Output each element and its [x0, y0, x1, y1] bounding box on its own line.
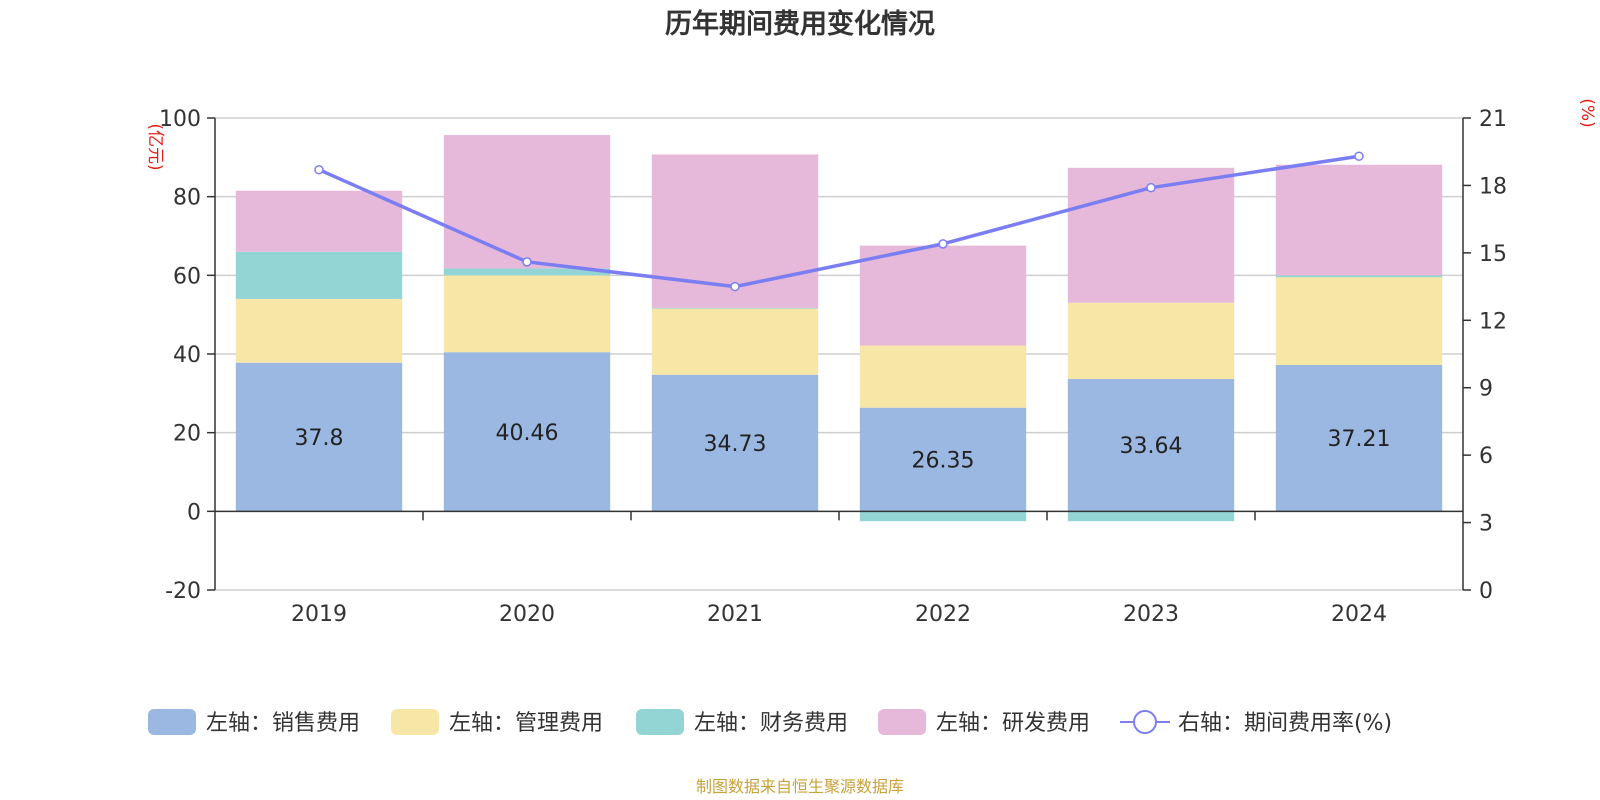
right-tick-label: 15 — [1479, 242, 1507, 267]
right-tick-label: 21 — [1479, 107, 1507, 132]
line-path — [318, 154, 1360, 289]
line-point — [314, 164, 324, 175]
bar-segment — [1275, 275, 1443, 278]
bar-segment — [443, 275, 611, 353]
x-tick-label: 2024 — [1331, 602, 1387, 627]
left-tick-label: 80 — [173, 186, 201, 211]
bar-segment — [859, 511, 1027, 522]
legend-swatch — [391, 709, 439, 735]
line-point — [522, 257, 532, 267]
bar-segment — [859, 345, 1027, 408]
bar-segment — [1067, 511, 1235, 522]
bar-segment — [651, 307, 819, 309]
bar-segment — [235, 251, 403, 299]
line-series — [314, 151, 1364, 292]
data-label: 37.21 — [1328, 427, 1391, 452]
left-tick-label: 20 — [173, 422, 201, 447]
right-axis-unit: (%) — [1577, 98, 1597, 127]
grid — [215, 117, 1463, 591]
bar-segment — [1067, 379, 1235, 512]
right-tick-label: 18 — [1479, 174, 1507, 199]
bar-segment — [235, 190, 403, 252]
right-tick-label: 0 — [1479, 579, 1493, 604]
bar-segment — [1275, 277, 1443, 365]
legend-label: 左轴：财务费用 — [694, 711, 848, 736]
data-labels: 37.8 40.46 34.73 26.35 33.64 37.21 — [295, 421, 1391, 474]
bar-segment — [1275, 364, 1443, 512]
left-tick-label: 100 — [159, 107, 201, 132]
bar-segment — [651, 374, 819, 512]
bar-segment — [235, 362, 403, 512]
bar-segment — [1067, 302, 1235, 380]
legend-label: 左轴：管理费用 — [449, 711, 603, 736]
data-label: 37.8 — [295, 426, 344, 451]
bar-segment — [859, 407, 1027, 512]
bar-segment — [443, 135, 611, 269]
left-tick-label: 0 — [187, 500, 201, 525]
x-tick-label: 2020 — [499, 602, 555, 627]
x-tick-label: 2023 — [1123, 602, 1179, 627]
left-tick-label: -20 — [165, 579, 201, 604]
right-tick-label: 12 — [1479, 309, 1507, 334]
left-tick-label: 40 — [173, 343, 201, 368]
legend-marker — [1133, 710, 1157, 734]
right-tick-label: 3 — [1479, 512, 1493, 537]
line-point — [1354, 151, 1364, 161]
x-tick-label: 2022 — [915, 602, 971, 627]
bar-segment — [859, 245, 1027, 346]
data-label: 34.73 — [704, 432, 767, 457]
bar-segment — [651, 308, 819, 375]
axes: 100 80 60 40 20 0 -20 21 18 15 12 9 6 3 0 2019 2020 2021 2… — [159, 107, 1507, 627]
right-tick-label: 9 — [1479, 377, 1493, 402]
line-point — [730, 281, 740, 292]
data-label: 26.35 — [912, 449, 975, 474]
legend-swatch — [636, 709, 684, 735]
left-axis-unit: (亿元) — [145, 123, 165, 170]
bar-segment — [443, 352, 611, 512]
chart-title: 历年期间费用变化情况 — [665, 8, 935, 40]
legend-swatch — [148, 709, 196, 735]
bar-segment — [1275, 164, 1443, 276]
legend-label: 右轴：期间费用率(%) — [1178, 711, 1392, 736]
left-tick-label: 60 — [173, 264, 201, 289]
legend-label: 左轴：研发费用 — [936, 711, 1090, 736]
legend: 左轴：销售费用 左轴：管理费用 左轴：财务费用 左轴：研发费用 右轴：期间费用率(%) — [148, 709, 1392, 736]
legend-label: 左轴：销售费用 — [206, 711, 360, 736]
legend-swatch — [878, 709, 926, 735]
bar-segment — [235, 298, 403, 363]
source-note: 制图数据来自恒生聚源数据库 — [696, 777, 904, 796]
x-tick-label: 2021 — [707, 602, 763, 627]
line-point — [1146, 182, 1156, 193]
line-point — [938, 239, 948, 249]
data-label: 40.46 — [496, 421, 559, 446]
x-tick-label: 2019 — [291, 602, 347, 627]
bars — [235, 135, 1443, 522]
right-tick-label: 6 — [1479, 444, 1493, 469]
data-label: 33.64 — [1120, 434, 1183, 459]
bar-segment — [443, 268, 611, 276]
